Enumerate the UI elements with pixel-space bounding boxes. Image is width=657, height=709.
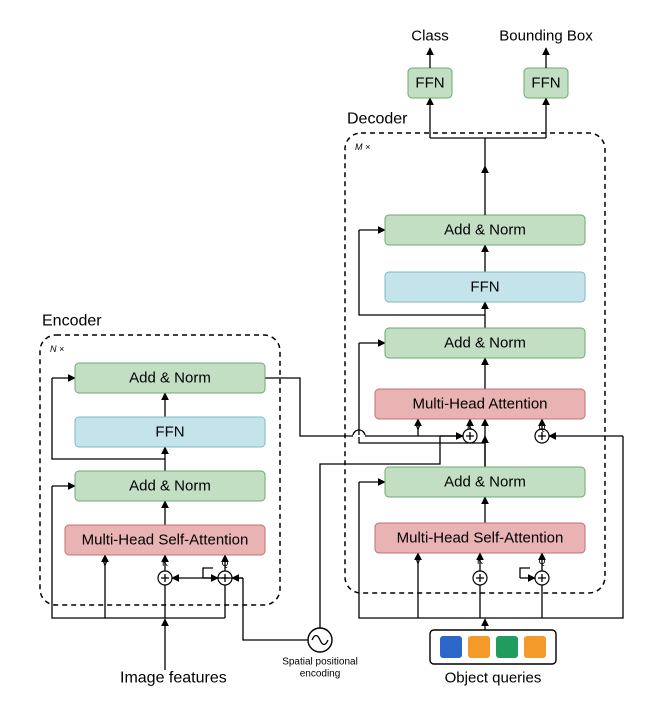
label: Q	[538, 422, 545, 432]
label: FFN	[155, 424, 184, 441]
line	[520, 568, 530, 578]
label: Add & Norm	[129, 370, 211, 387]
encoder-repeat: N ×	[50, 344, 64, 354]
object-queries-label: Object queries	[445, 670, 542, 687]
label: K	[467, 422, 473, 432]
label: FFN	[531, 75, 560, 92]
label: K	[477, 556, 483, 566]
encoder-title: Encoder	[42, 313, 102, 330]
line	[203, 568, 213, 578]
label: FFN	[415, 75, 444, 92]
bbox-label: Bounding Box	[499, 28, 593, 45]
line	[243, 578, 308, 640]
label: Add & Norm	[444, 222, 526, 239]
query-token	[468, 636, 490, 658]
spe-label2: encoding	[300, 668, 341, 679]
image-features-label: Image features	[120, 670, 227, 687]
class-label: Class	[411, 28, 449, 45]
query-token	[524, 636, 546, 658]
spe-label1: Spatial positional	[282, 656, 358, 667]
label: V	[102, 558, 108, 568]
label: Multi-Head Self-Attention	[397, 530, 564, 547]
encoder-mhsa-label: Multi-Head Self-Attention	[82, 532, 249, 549]
label: Add & Norm	[444, 335, 526, 352]
label: Multi-Head Attention	[412, 396, 547, 413]
label: Q	[221, 558, 228, 568]
decoder-title: Decoder	[347, 111, 408, 128]
label: Add & Norm	[129, 478, 211, 495]
label: Q	[538, 556, 545, 566]
label: V	[415, 422, 421, 432]
label: V	[415, 556, 421, 566]
label: Add & Norm	[444, 474, 526, 491]
decoder-repeat: M ×	[355, 142, 370, 152]
label: K	[162, 558, 168, 568]
label: FFN	[470, 279, 499, 296]
query-token	[440, 636, 462, 658]
query-token	[496, 636, 518, 658]
